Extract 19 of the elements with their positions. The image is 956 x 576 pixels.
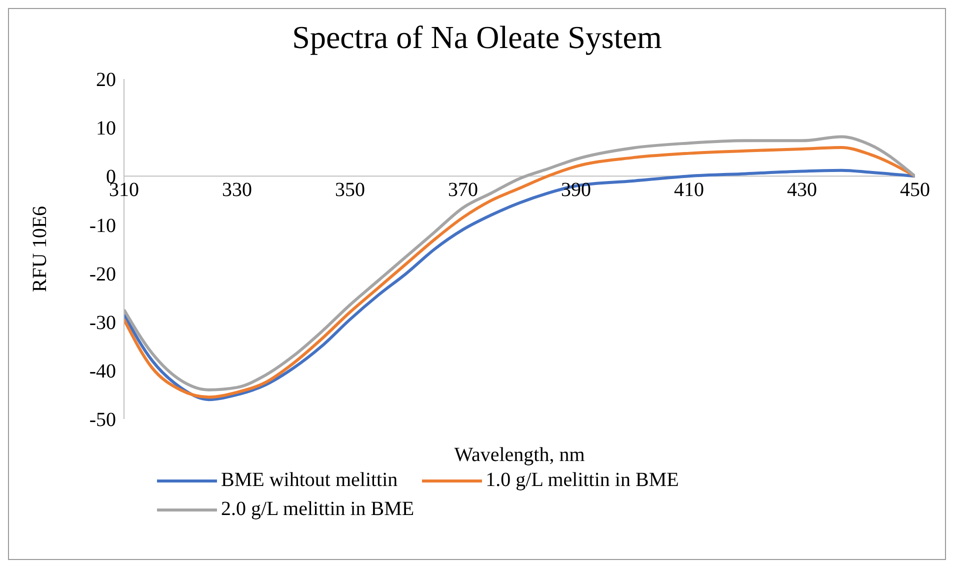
x-tick-label: 350 <box>335 179 365 202</box>
y-axis-title: RFU 10E6 <box>29 206 52 292</box>
y-tick-label: 10 <box>96 118 116 140</box>
y-tick-label: 20 <box>96 69 116 92</box>
x-tick-label: 450 <box>900 179 930 202</box>
x-tick-label: 410 <box>674 179 704 202</box>
y-tick-label: -50 <box>89 409 116 432</box>
legend-label: 1.0 g/L melittin in BME <box>486 469 679 492</box>
y-tick-label: -10 <box>89 214 116 237</box>
y-tick-label: -30 <box>89 312 116 334</box>
y-tick-label: -40 <box>89 360 116 383</box>
legend-label: 2.0 g/L melittin in BME <box>221 498 414 521</box>
chart-title: Spectra of Na Oleate System <box>291 18 663 57</box>
x-tick-label: 430 <box>787 179 817 202</box>
x-tick-label: 370 <box>448 179 478 202</box>
y-tick-label: -20 <box>89 263 116 286</box>
x-axis-title: Wavelength, nm <box>454 444 586 466</box>
x-tick-label: 330 <box>222 179 252 202</box>
legend-label: BME wihtout melittin <box>221 469 398 492</box>
